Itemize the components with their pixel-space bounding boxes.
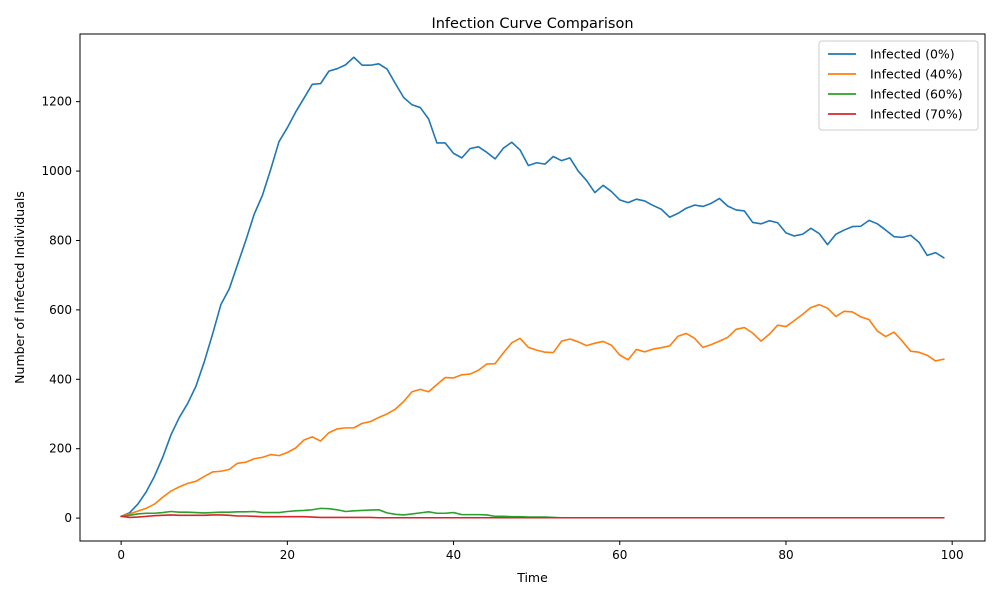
x-tick-label: 100 bbox=[941, 548, 964, 562]
chart-title: Infection Curve Comparison bbox=[431, 16, 633, 32]
series-line bbox=[120, 514, 945, 519]
legend-label: Infected (0%) bbox=[870, 47, 955, 62]
y-tick-label: 200 bbox=[49, 442, 72, 456]
x-tick-label: 0 bbox=[117, 548, 125, 562]
x-axis: 0 20 40 60 80 100 bbox=[117, 541, 964, 562]
x-tick-label: 40 bbox=[446, 548, 461, 562]
y-tick-label: 1000 bbox=[41, 164, 72, 178]
x-tick-label: 80 bbox=[778, 548, 793, 562]
y-tick-label: 1200 bbox=[41, 95, 72, 109]
y-axis-label: Number of Infected Individuals bbox=[12, 191, 27, 384]
y-tick-label: 600 bbox=[49, 303, 72, 317]
plot-area bbox=[79, 33, 986, 542]
series-line bbox=[120, 56, 945, 518]
series-lines bbox=[120, 56, 945, 519]
legend-frame bbox=[818, 40, 979, 131]
legend: Infected (0%) Infected (40%) Infected (60%… bbox=[818, 40, 979, 131]
x-tick-label: 20 bbox=[280, 548, 295, 562]
legend-label: Infected (70%) bbox=[870, 107, 963, 122]
x-axis-label: Time bbox=[516, 570, 548, 585]
y-tick-label: 0 bbox=[64, 511, 72, 525]
y-tick-label: 800 bbox=[49, 233, 72, 247]
x-tick-label: 60 bbox=[612, 548, 627, 562]
series-line bbox=[120, 303, 945, 518]
legend-label: Infected (60%) bbox=[870, 87, 963, 102]
y-tick-label: 400 bbox=[49, 372, 72, 386]
legend-label: Infected (40%) bbox=[870, 67, 963, 82]
y-axis: 0 200 400 600 800 1000 1200 bbox=[41, 95, 80, 525]
